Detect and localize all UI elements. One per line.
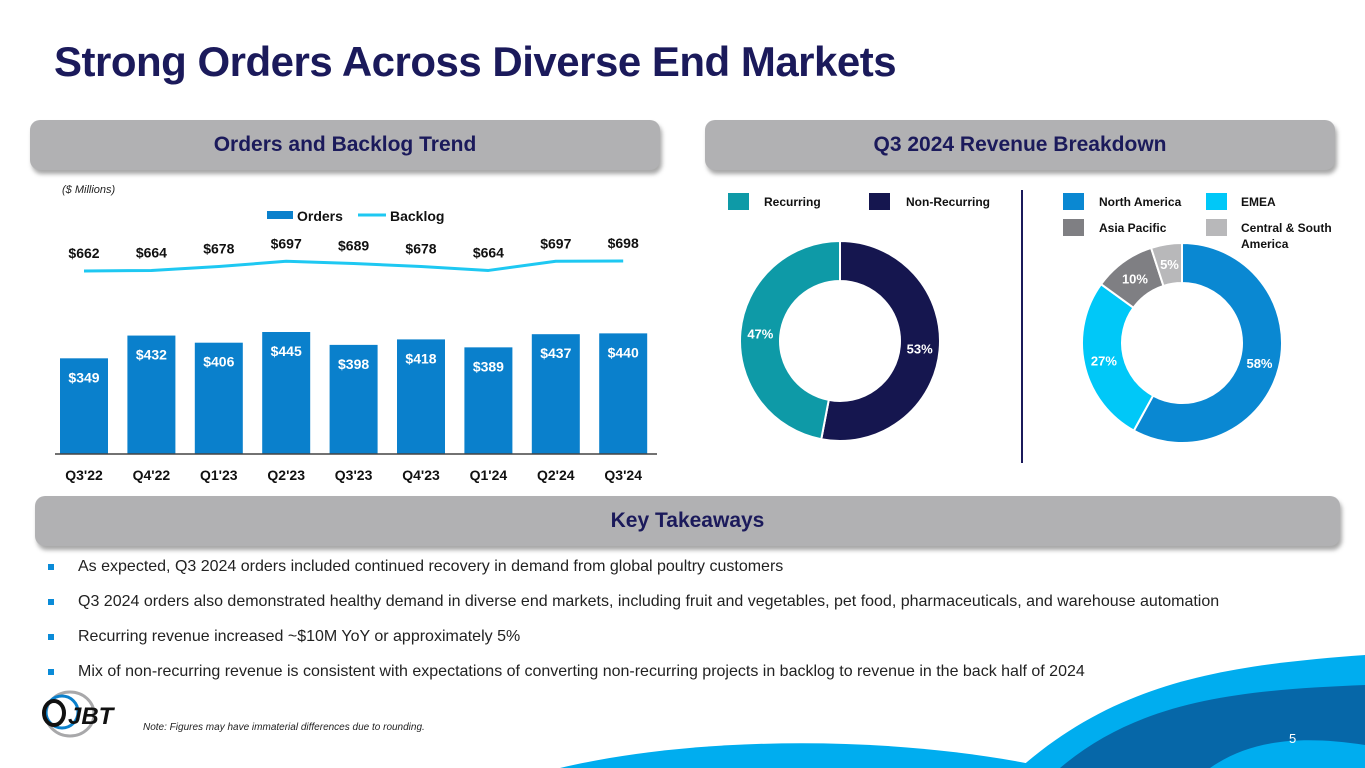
orders-bar <box>60 358 108 454</box>
orders-bar-label: $418 <box>405 350 436 366</box>
donut-slice-label: 5% <box>1160 257 1179 272</box>
backlog-data-label: $662 <box>68 245 99 261</box>
orders-bar-label: $406 <box>203 354 234 370</box>
page-number: 5 <box>1289 731 1297 746</box>
donut-slice <box>739 239 841 441</box>
donut-slice-label: 27% <box>1091 353 1117 368</box>
orders-bar-label: $445 <box>271 343 302 359</box>
units-label: ($ Millions) <box>62 184 116 196</box>
orders-section-header: Orders and Backlog Trend <box>30 120 660 170</box>
x-tick-label: Q1'23 <box>200 467 238 483</box>
region-legend: North America EMEA Asia Pacific Central … <box>1063 193 1332 251</box>
logo-text: JBT <box>68 703 116 730</box>
donut-slice-label: 10% <box>1122 271 1148 286</box>
x-tick-label: Q2'23 <box>267 467 305 483</box>
takeaways-section-header: Key Takeaways <box>35 496 1340 546</box>
donut-slice <box>1132 241 1283 444</box>
legend-orders-label: Orders <box>297 208 343 224</box>
recurring-legend: Recurring Non-Recurring <box>728 193 990 210</box>
legend-central-south-america-swatch <box>1206 219 1227 236</box>
donut-slice-label: 53% <box>907 342 933 357</box>
orders-bar <box>599 333 648 454</box>
backlog-data-label: $698 <box>608 235 639 251</box>
legend-recurring-swatch <box>728 193 749 210</box>
legend-emea-swatch <box>1206 193 1227 210</box>
orders-bar <box>127 335 176 454</box>
backlog-data-label: $678 <box>405 241 436 257</box>
takeaways-list: As expected, Q3 2024 orders included con… <box>48 556 1219 696</box>
legend-backlog-label: Backlog <box>390 208 444 224</box>
orders-bar-label: $398 <box>338 356 369 372</box>
x-tick-label: Q2'24 <box>537 467 575 483</box>
orders-bar-label: $349 <box>68 369 99 385</box>
legend-north-america-swatch <box>1063 193 1084 210</box>
legend-asia-pacific-label: Asia Pacific <box>1099 221 1167 235</box>
revenue-section-header: Q3 2024 Revenue Breakdown <box>705 120 1335 170</box>
x-tick-label: Q4'23 <box>402 467 440 483</box>
bullet-icon <box>48 564 54 570</box>
bullet-icon <box>48 634 54 640</box>
jbt-logo: JBT <box>42 690 116 738</box>
takeaway-item: Recurring revenue increased ~$10M YoY or… <box>48 626 1219 661</box>
chart-legend: Orders Backlog <box>267 208 444 224</box>
backlog-data-label: $697 <box>271 235 302 251</box>
x-tick-label: Q3'22 <box>65 467 103 483</box>
takeaway-item: Q3 2024 orders also demonstrated healthy… <box>48 591 1219 626</box>
orders-bar <box>194 342 243 454</box>
legend-recurring-label: Recurring <box>764 195 821 209</box>
orders-bar <box>262 332 311 454</box>
orders-bar <box>329 344 378 454</box>
donut-slice-label: 47% <box>747 326 773 341</box>
backlog-data-label: $689 <box>338 238 369 254</box>
backlog-line <box>83 259 624 273</box>
x-tick-label: Q3'24 <box>604 467 642 483</box>
backlog-data-label: $697 <box>540 235 571 251</box>
x-tick-label: Q4'22 <box>133 467 171 483</box>
footnote: Note: Figures may have immaterial differ… <box>143 722 425 733</box>
backlog-data-label: $664 <box>473 244 504 260</box>
page-title: Strong Orders Across Diverse End Markets <box>54 38 897 85</box>
orders-bar-label: $437 <box>540 345 571 361</box>
takeaway-item: As expected, Q3 2024 orders included con… <box>48 556 1219 591</box>
backlog-data-label: $664 <box>136 244 167 260</box>
donut-slice <box>1149 241 1183 288</box>
donut-slice <box>820 239 941 442</box>
donut-slice-label: 58% <box>1246 356 1272 371</box>
orders-bar <box>464 347 513 454</box>
legend-central-south-america-label: Central & South America <box>1241 221 1332 251</box>
donut-slice <box>1081 282 1155 432</box>
x-tick-label: Q1'24 <box>470 467 508 483</box>
orders-bar-label: $440 <box>608 344 639 360</box>
legend-orders-swatch <box>267 211 293 219</box>
orders-bar <box>531 334 580 454</box>
bullet-icon <box>48 669 54 675</box>
legend-nonrecurring-label: Non-Recurring <box>906 195 990 209</box>
bullet-icon <box>48 599 54 605</box>
backlog-data-label: $678 <box>203 241 234 257</box>
legend-north-america-label: North America <box>1099 195 1182 209</box>
orders-bar-label: $389 <box>473 358 504 374</box>
revenue-divider <box>1021 190 1023 463</box>
takeaway-item: Mix of non-recurring revenue is consiste… <box>48 661 1219 696</box>
orders-bar <box>397 339 445 454</box>
legend-asia-pacific-swatch <box>1063 219 1084 236</box>
x-tick-label: Q3'23 <box>335 467 373 483</box>
orders-bar-label: $432 <box>136 347 167 363</box>
legend-emea-label: EMEA <box>1241 195 1276 209</box>
legend-nonrecurring-swatch <box>869 193 890 210</box>
